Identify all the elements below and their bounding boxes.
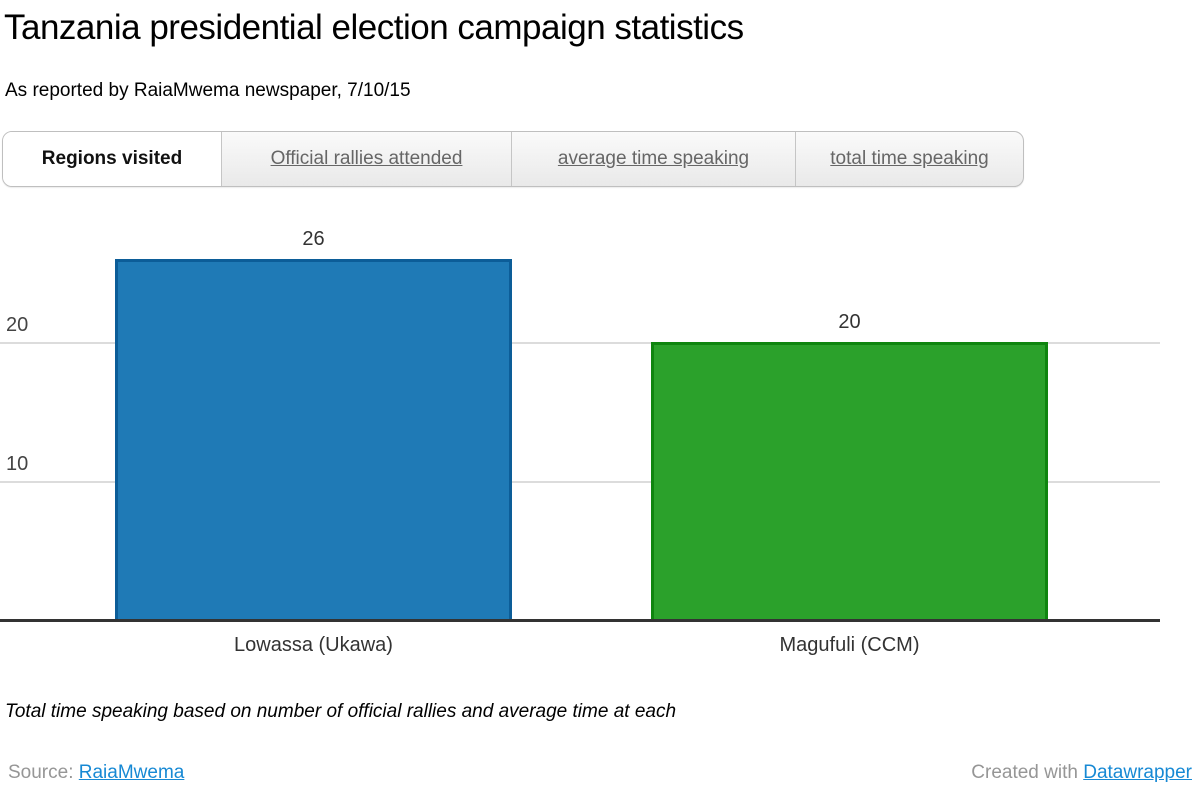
y-tick-label-20: 20 [6,314,29,336]
y-gridline-10 [0,481,1160,483]
value-label-lowassa: 26 [302,227,325,250]
tab-average-time-speaking[interactable]: average time speaking [511,132,795,186]
chart-note: Total time speaking based on number of o… [5,701,677,722]
tab-label: Regions visited [41,148,183,169]
category-label-magufuli: Magufuli (CCM) [779,634,920,656]
created-with-line: Created with Datawrapper [971,762,1192,784]
tab-official-rallies-attended[interactable]: Official rallies attended [221,132,511,186]
bar-lowassa-ukawa[interactable] [115,258,512,620]
y-tick-label-10: 10 [6,453,29,475]
source-link[interactable]: RaiaMwema [78,762,185,783]
metric-tabbar: Regions visited Official rallies attende… [2,131,1024,187]
bar-magufuli-ccm[interactable] [651,342,1048,620]
page-subtitle: As reported by RaiaMwema newspaper, 7/10… [5,80,411,101]
tab-regions-visited[interactable]: Regions visited [3,132,221,186]
page-title: Tanzania presidential election campaign … [4,8,744,47]
created-with-label: Created with [971,762,1078,783]
category-label-lowassa: Lowassa (Ukawa) [234,634,393,656]
y-gridline-20 [0,342,1160,344]
source-label: Source: [8,762,74,783]
datawrapper-link[interactable]: Datawrapper [1083,762,1192,783]
tab-label: total time speaking [830,148,989,169]
x-axis-baseline [0,619,1160,622]
tab-label: average time speaking [557,148,750,169]
value-label-magufuli: 20 [838,311,861,333]
bar-chart: 20 10 26 20 [0,227,1160,620]
tab-label: Official rallies attended [270,148,463,169]
source-line: Source: RaiaMwema [8,762,184,784]
tab-total-time-speaking[interactable]: total time speaking [795,132,1023,186]
